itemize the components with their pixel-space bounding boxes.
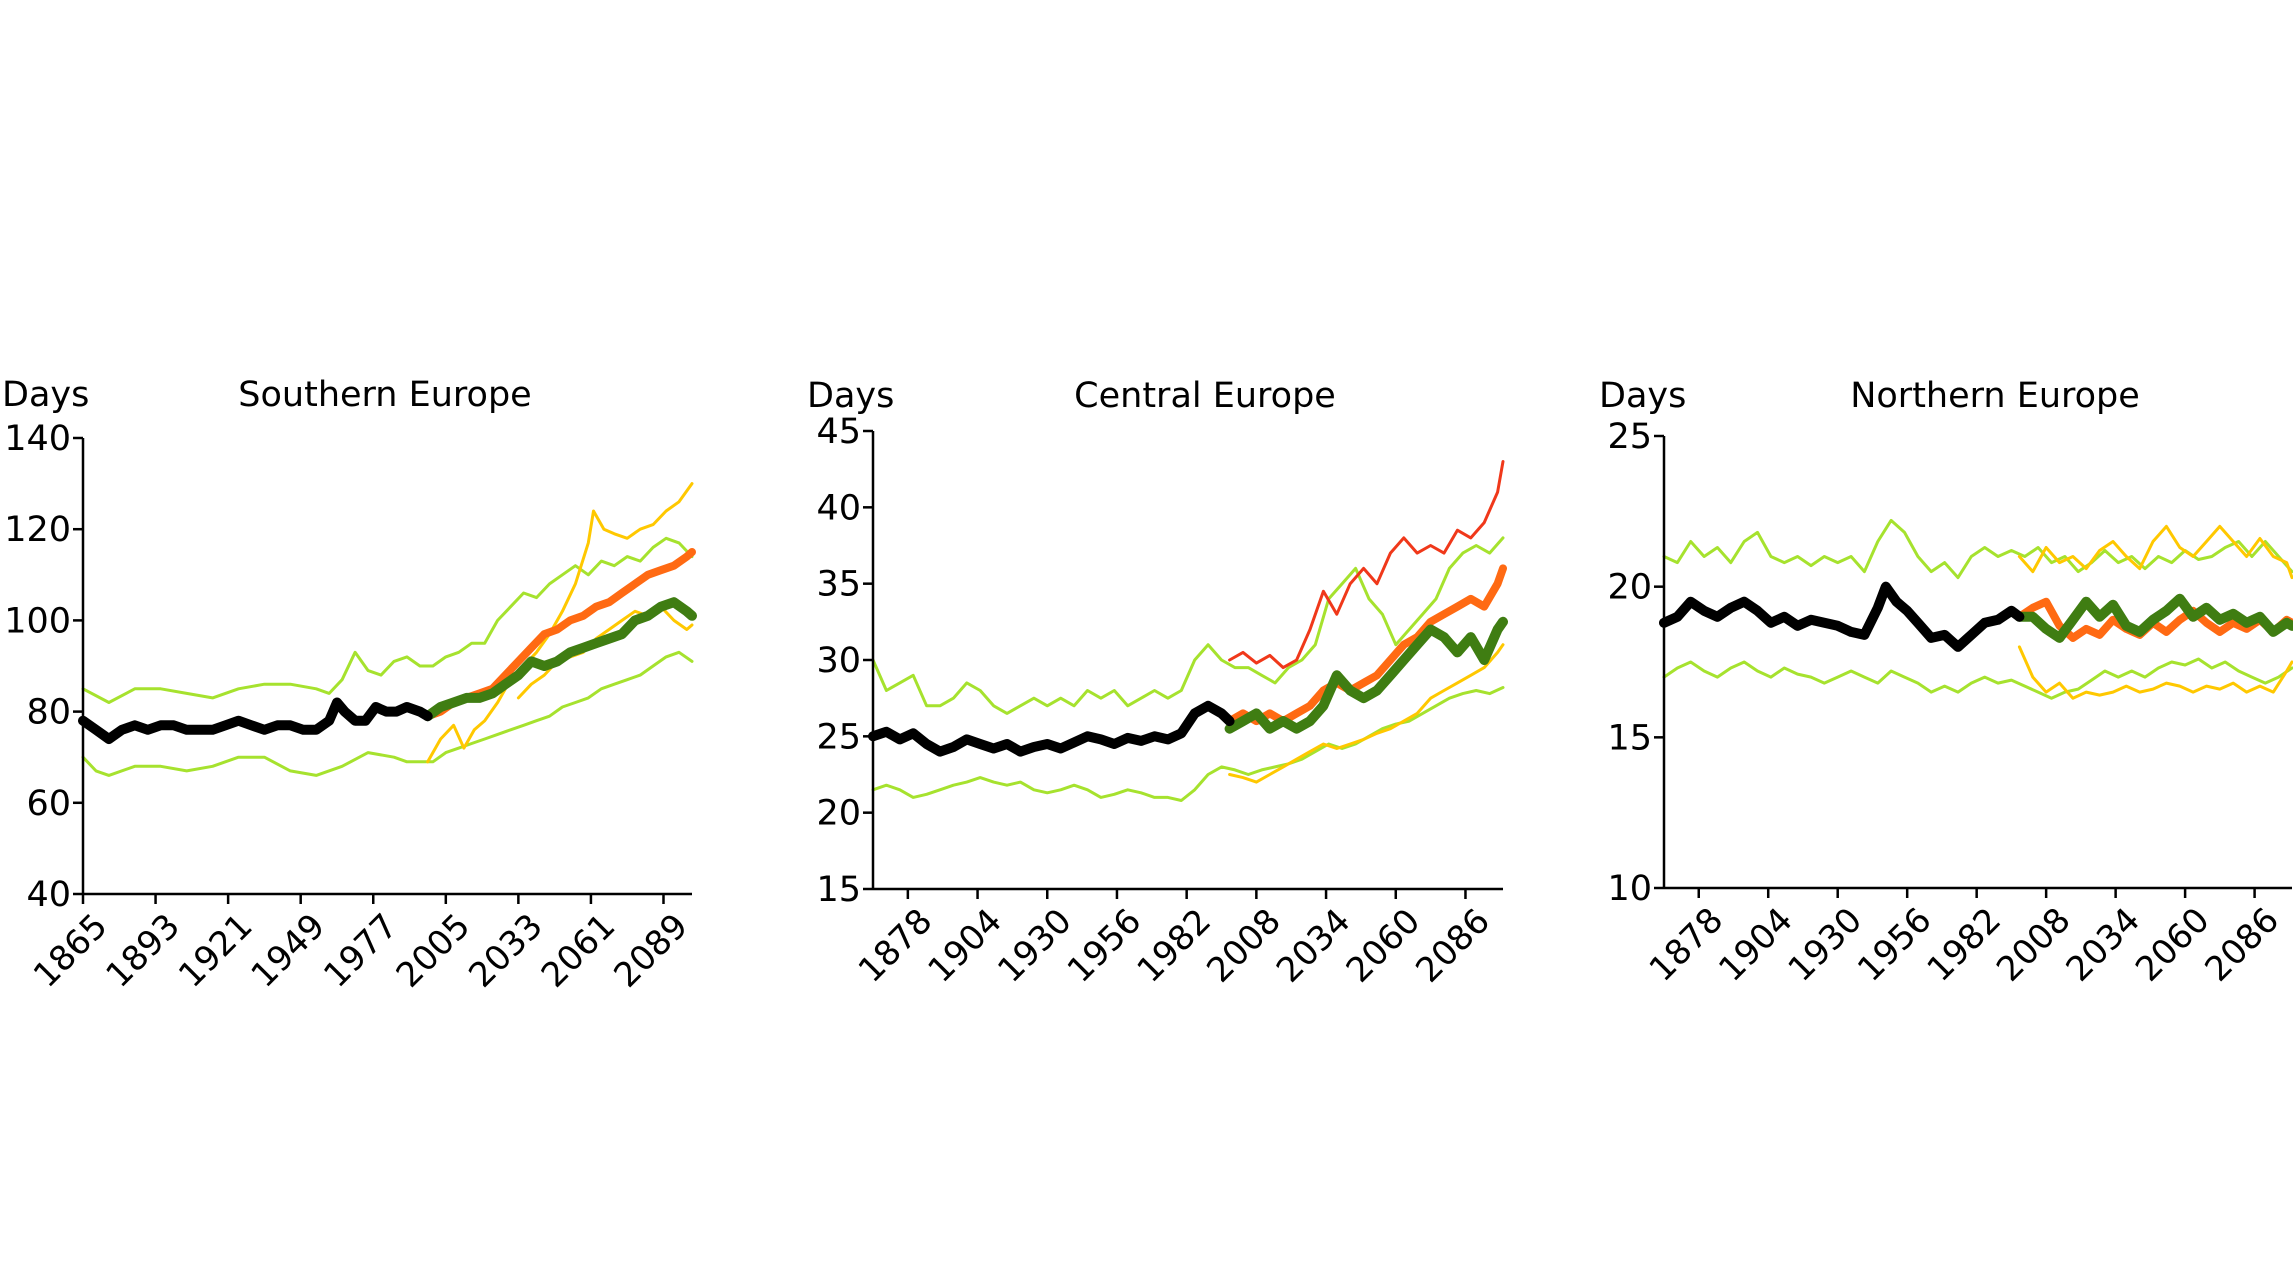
series-line-high-scenario <box>1225 564 1507 726</box>
series-line-observed <box>1659 581 2025 652</box>
y-tick-label: 25 <box>816 717 861 757</box>
x-tick-label: 1878 <box>851 901 940 990</box>
chart-title: Southern Europe <box>238 375 531 415</box>
x-tick-label: 1904 <box>1711 900 1800 989</box>
x-tick-label: 2086 <box>2198 900 2287 989</box>
plot-area: 10 15 20 25 18781904193019561982200820342060… <box>1607 417 2293 990</box>
panel-northern-europe: Days Northern Europe 10 15 20 25 18781904193… <box>1599 376 2293 990</box>
series-line-observed <box>78 697 433 744</box>
x-tick-label: 2061 <box>534 906 623 995</box>
x-tick-label: 2033 <box>461 906 550 995</box>
x-tick-label: 1977 <box>316 906 405 995</box>
series-line-range-lower <box>81 650 694 777</box>
y-tick-label: 35 <box>816 565 861 605</box>
x-tick-label: 1921 <box>171 906 260 995</box>
x-tick-label: 2086 <box>1408 901 1497 990</box>
y-tick-label: 25 <box>1607 417 1652 457</box>
series-line-low-scenario <box>2017 645 2293 700</box>
x-tick-label: 1982 <box>1920 900 2009 989</box>
plot-area: 1520253035404518781904193019561982200820… <box>816 412 1508 991</box>
x-tick-label: 1930 <box>990 901 1079 990</box>
x-tick-label: 1930 <box>1781 900 1870 989</box>
series-line-range-upper <box>81 536 694 704</box>
y-tick-label: 60 <box>26 784 71 824</box>
y-tick-label: 20 <box>1607 568 1652 608</box>
x-tick-label: 2060 <box>2128 900 2217 989</box>
series-line-extreme-scenario <box>1228 460 1505 670</box>
y-tick-label: 15 <box>1607 718 1652 758</box>
x-tick-label: 1865 <box>26 906 115 995</box>
series-line-ensemble-median <box>1224 616 1508 734</box>
series-line-low-scenario-b <box>2017 524 2293 580</box>
series-line-range-lower <box>1662 657 2293 700</box>
y-axis-label: Days <box>2 375 89 415</box>
series-line-range-upper <box>871 536 1505 715</box>
y-tick-label: 30 <box>816 641 861 681</box>
y-tick-label: 140 <box>4 419 71 459</box>
y-tick-label: 120 <box>4 510 71 550</box>
y-tick-label: 40 <box>26 875 71 915</box>
x-tick-label: 1893 <box>98 906 187 995</box>
x-tick-label: 2089 <box>606 906 695 995</box>
chart-title: Central Europe <box>1074 376 1336 416</box>
x-tick-label: 2034 <box>1269 901 1358 990</box>
series-line-ensemble-median <box>2014 593 2293 643</box>
y-tick-label: 45 <box>816 412 861 452</box>
x-tick-label: 1956 <box>1060 901 1149 990</box>
plot-area: 4060801001201401865189319211949197720052… <box>4 419 697 996</box>
x-tick-label: 1982 <box>1130 901 1219 990</box>
y-tick-label: 10 <box>1607 869 1652 909</box>
y-tick-label: 80 <box>26 693 71 733</box>
x-tick-label: 2008 <box>1199 901 1288 990</box>
x-tick-label: 1878 <box>1642 900 1731 989</box>
x-tick-label: 2008 <box>1989 900 2078 989</box>
x-tick-label: 2060 <box>1339 901 1428 990</box>
x-tick-label: 1949 <box>244 906 333 995</box>
series-line-low-scenario <box>426 482 694 764</box>
y-tick-label: 40 <box>816 488 861 528</box>
y-axis-label: Days <box>807 376 894 416</box>
x-tick-label: 1956 <box>1850 900 1939 989</box>
series-line-low-scenario-b <box>516 605 694 700</box>
x-tick-label: 2005 <box>389 906 478 995</box>
chart-title: Northern Europe <box>1850 376 2140 416</box>
x-tick-label: 1904 <box>920 901 1009 990</box>
y-axis-label: Days <box>1599 376 1686 416</box>
panel-southern-europe: Days Southern Europe 40 60 80 100 120 140 1865… <box>2 375 697 996</box>
series-line-ensemble-median <box>422 597 697 722</box>
y-tick-label: 15 <box>816 870 861 910</box>
y-tick-label: 100 <box>4 601 71 641</box>
series-line-observed <box>868 700 1235 757</box>
y-tick-label: 20 <box>816 794 861 834</box>
series-line-low-scenario <box>1228 643 1505 784</box>
x-tick-label: 2034 <box>2059 900 2148 989</box>
panel-central-europe: Days Central Europe 15202530354045187819… <box>807 376 1508 991</box>
